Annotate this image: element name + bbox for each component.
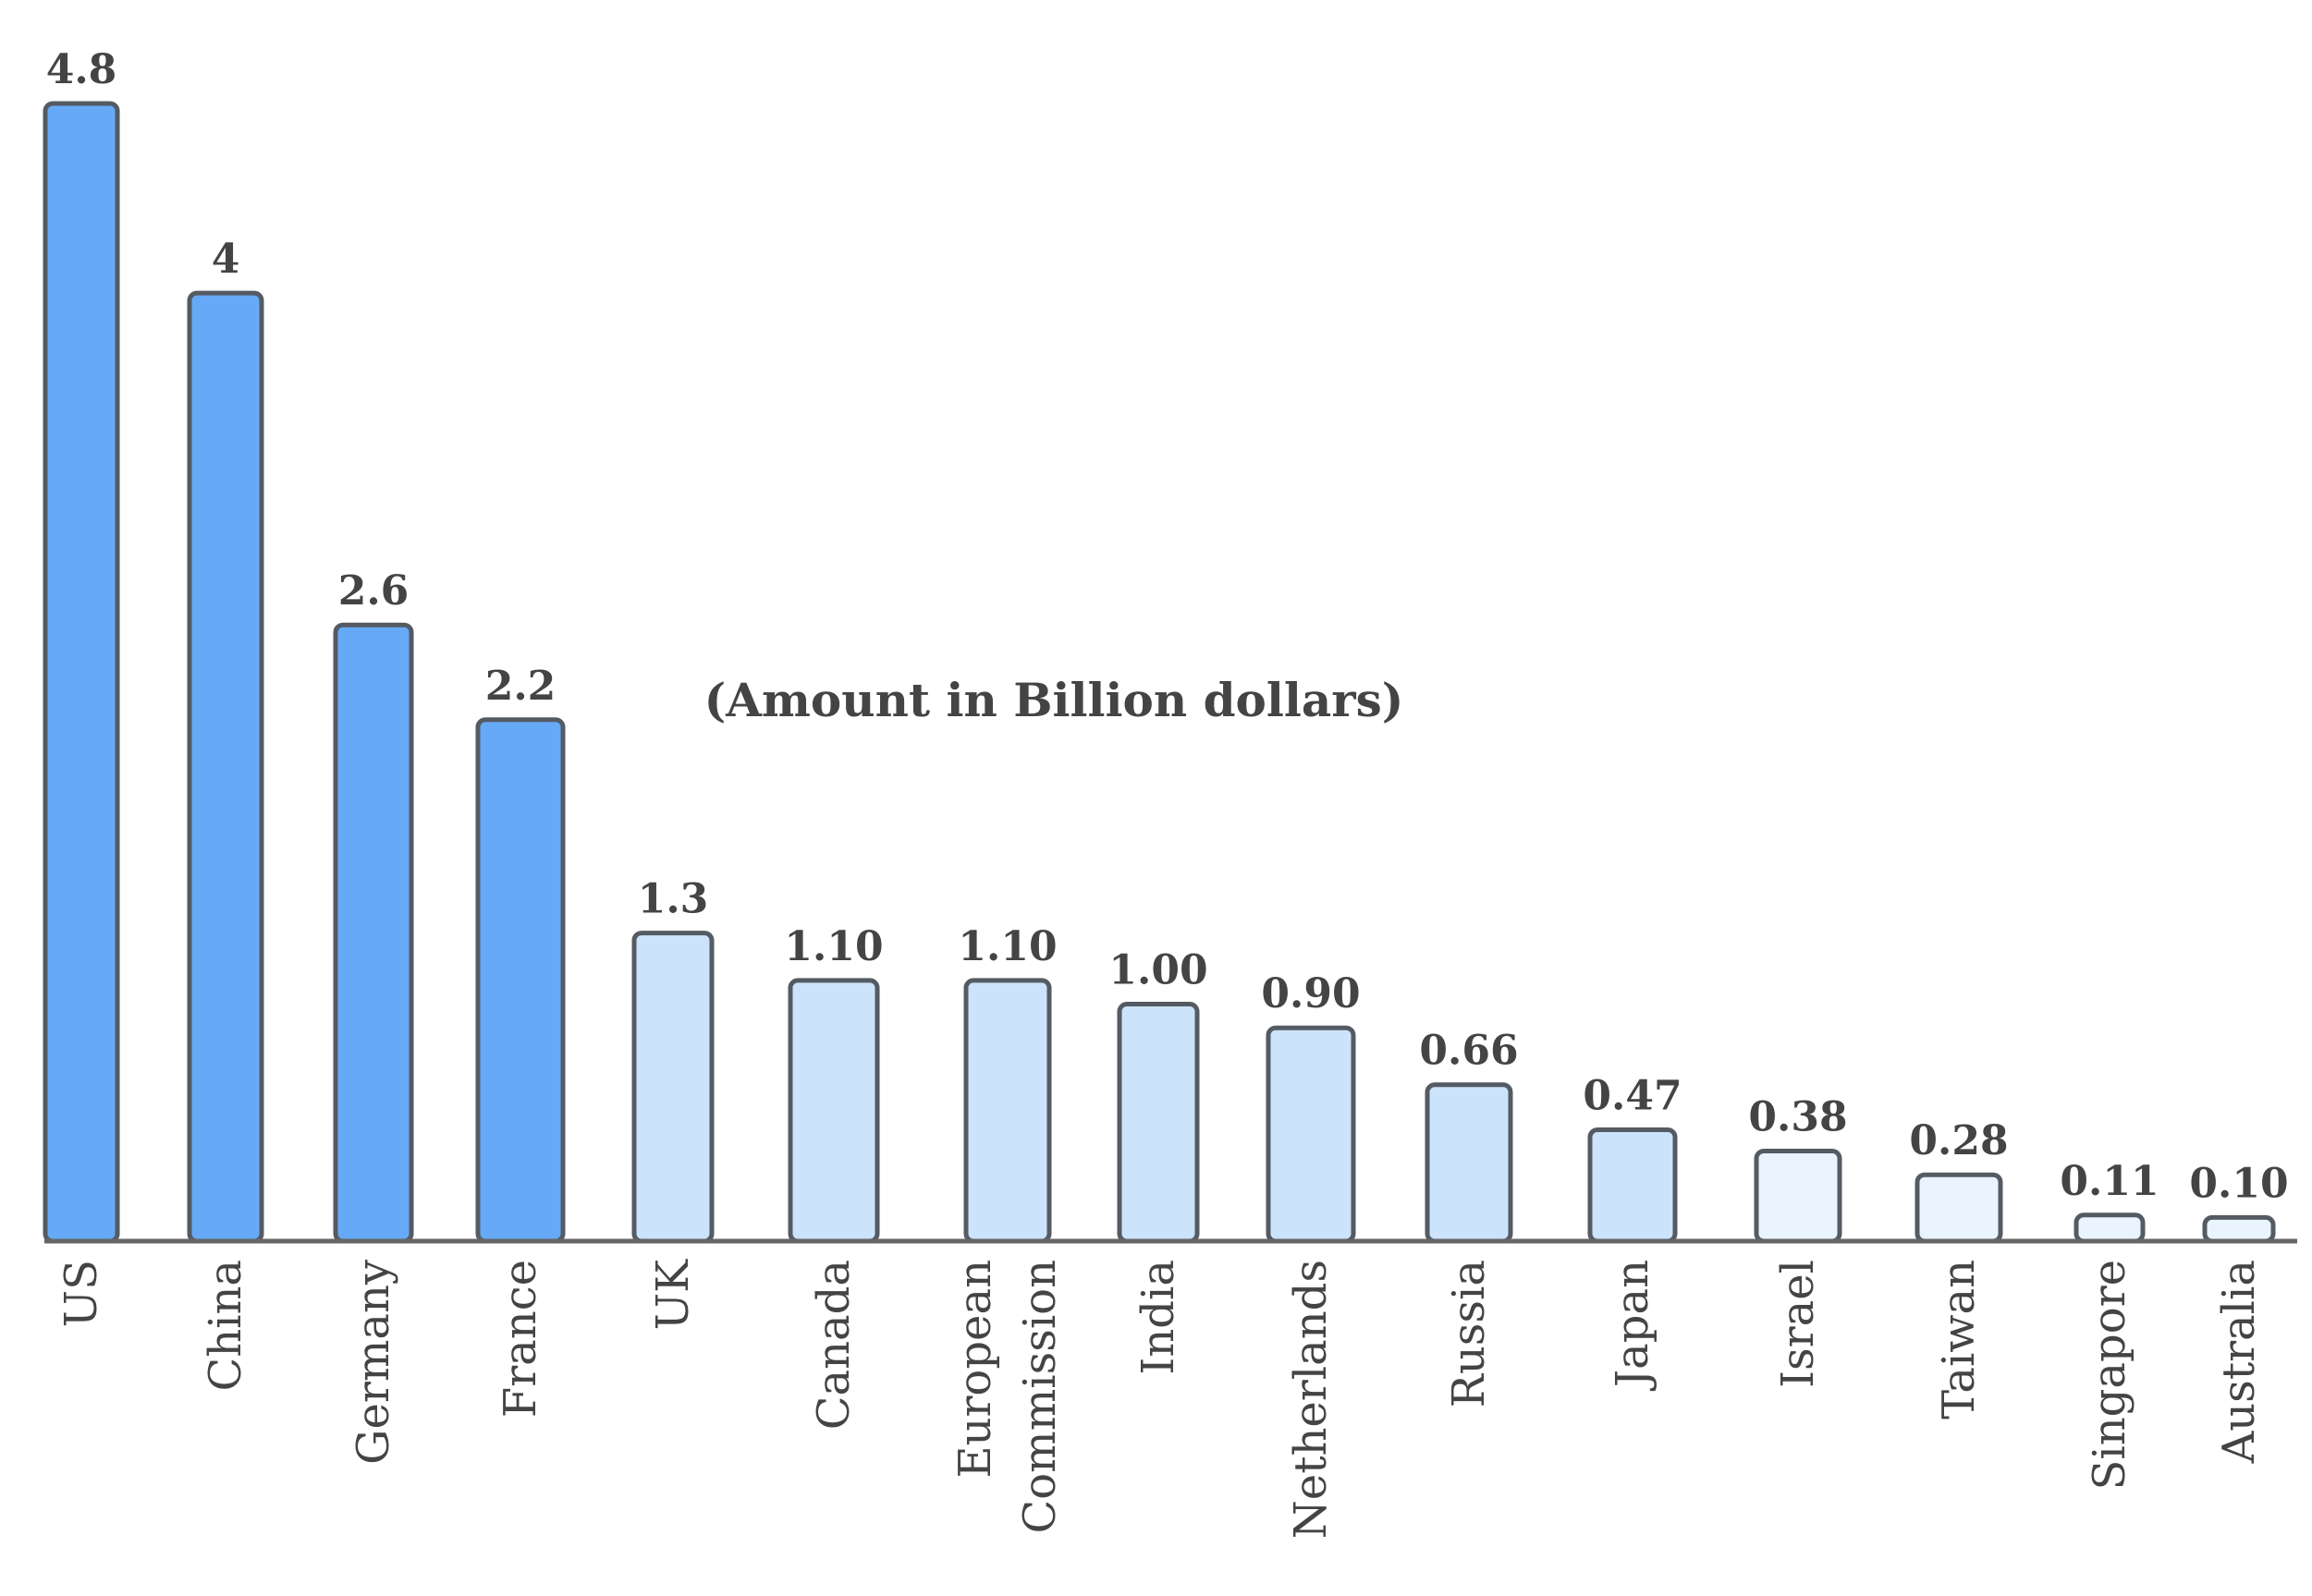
bars-layer bbox=[43, 101, 2276, 1244]
bar bbox=[2073, 1212, 2146, 1244]
bar bbox=[1266, 1025, 1356, 1244]
bar bbox=[1914, 1172, 2003, 1244]
x-tick-label-group: Germany bbox=[348, 1260, 399, 1465]
bar bbox=[475, 717, 566, 1244]
x-tick-label-group: European Commission bbox=[949, 1260, 1066, 1533]
bar-value-label: 0.90 bbox=[1261, 970, 1360, 1017]
x-tick-label: Germany bbox=[348, 1260, 399, 1465]
x-tick-label: Canada bbox=[808, 1260, 860, 1430]
x-tick-label: US bbox=[55, 1260, 107, 1327]
x-tick-label: France bbox=[495, 1260, 546, 1418]
bar bbox=[333, 622, 414, 1244]
bar bbox=[631, 931, 715, 1244]
bar bbox=[1425, 1082, 1513, 1244]
x-tick-label-group: France bbox=[495, 1260, 546, 1418]
x-tick-label: Japan bbox=[1607, 1260, 1658, 1392]
tick-labels-layer: US China Germany France UK Canada European Comm… bbox=[55, 1259, 2265, 1539]
bar-value-label: 0.38 bbox=[1748, 1094, 1847, 1141]
x-tick-label-group: Australia bbox=[2213, 1260, 2265, 1464]
bar-value-label: 2.6 bbox=[338, 567, 410, 615]
x-tick-label-group: Japan bbox=[1607, 1260, 1658, 1392]
bar bbox=[187, 290, 264, 1244]
bar-value-label: 0.66 bbox=[1419, 1028, 1518, 1075]
bar-value-label: 0.28 bbox=[1909, 1117, 2008, 1164]
bar-value-label: 0.47 bbox=[1583, 1072, 1682, 1119]
x-tick-label-group: Taiwan bbox=[1933, 1260, 1985, 1419]
x-tick-label: Netherlands bbox=[1285, 1260, 1337, 1539]
bar bbox=[963, 978, 1052, 1244]
bar-value-label: 1.10 bbox=[784, 923, 883, 970]
x-tick-label-group: US bbox=[55, 1260, 107, 1327]
x-tick-label-group: UK bbox=[647, 1259, 699, 1330]
x-tick-label: Taiwan bbox=[1933, 1260, 1985, 1419]
x-tick-label-group: Singapore bbox=[2084, 1260, 2135, 1490]
x-tick-label: Israel bbox=[1772, 1260, 1824, 1388]
x-tick-label: China bbox=[200, 1260, 251, 1392]
value-labels-layer: 4.8 4 2.6 2.2 1.3 1.10 1.10 1.00 0.90 0.66 0.47 0.3… bbox=[46, 46, 2289, 1207]
x-tick-label: Australia bbox=[2213, 1260, 2265, 1464]
chart-subtitle: (Amount in Billion dollars) bbox=[704, 673, 1404, 727]
bar-value-label: 1.3 bbox=[638, 876, 709, 923]
bar-value-label: 4 bbox=[212, 236, 240, 283]
x-tick-label-group: Canada bbox=[808, 1260, 860, 1430]
bar-value-label: 1.10 bbox=[958, 923, 1057, 970]
bar-value-label: 1.00 bbox=[1108, 947, 1207, 994]
x-tick-label: Commission bbox=[1014, 1260, 1066, 1533]
bar bbox=[1117, 1002, 1200, 1244]
x-tick-label-group: Russia bbox=[1443, 1260, 1495, 1407]
x-tick-label: UK bbox=[647, 1259, 699, 1330]
bar bbox=[1754, 1149, 1842, 1244]
x-tick-label: Russia bbox=[1443, 1260, 1495, 1407]
bar-value-label: 4.8 bbox=[46, 46, 117, 93]
bar bbox=[43, 101, 120, 1244]
x-tick-label: India bbox=[1132, 1260, 1184, 1375]
bar-value-label: 0.10 bbox=[2189, 1160, 2288, 1207]
x-tick-label-group: Netherlands bbox=[1285, 1260, 1337, 1539]
x-tick-label: Singapore bbox=[2084, 1260, 2135, 1490]
x-tick-label: European bbox=[949, 1260, 1001, 1478]
bar bbox=[2202, 1214, 2276, 1244]
bar-value-label: 0.11 bbox=[2060, 1158, 2159, 1205]
bar bbox=[1587, 1127, 1678, 1244]
x-tick-label-group: India bbox=[1132, 1260, 1184, 1375]
x-tick-label-group: Israel bbox=[1772, 1260, 1824, 1388]
bar-value-label: 2.2 bbox=[485, 663, 557, 710]
bar bbox=[788, 978, 880, 1244]
x-tick-label-group: China bbox=[200, 1260, 251, 1392]
